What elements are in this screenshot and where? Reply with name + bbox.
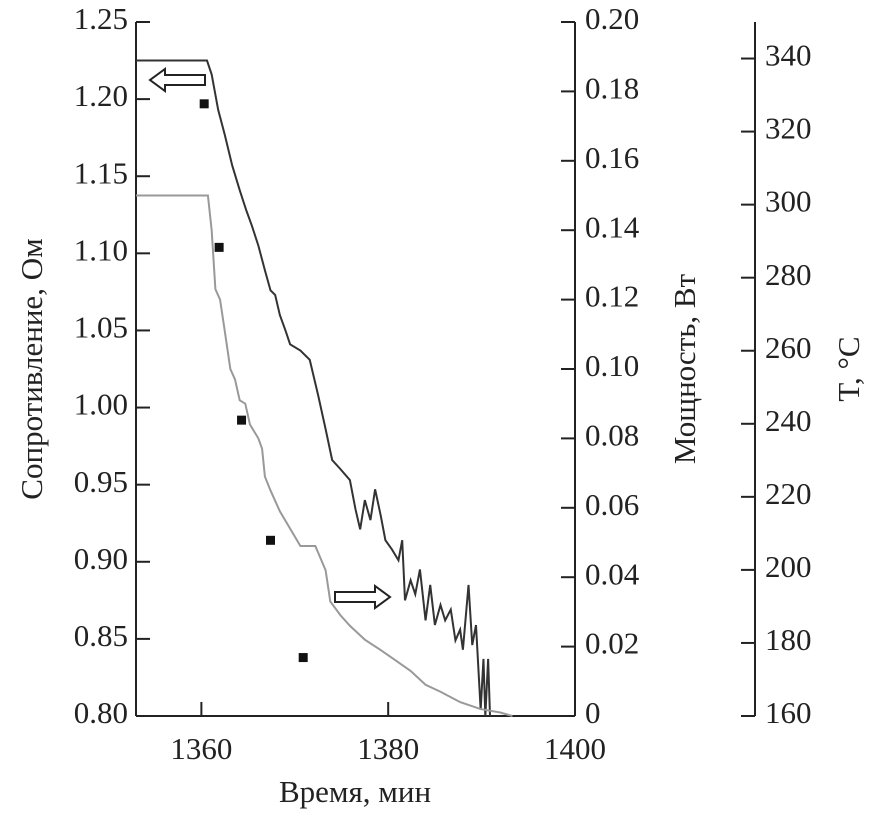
arrow-right <box>334 584 392 610</box>
y-axis-label: Сопротивление, Ом <box>14 238 49 499</box>
data-line <box>136 59 492 717</box>
y2-tick-label: 0.16 <box>585 140 639 175</box>
data-point <box>266 535 276 545</box>
y-tick-label: 1.25 <box>74 1 128 36</box>
y3-tick-label: 220 <box>765 476 812 511</box>
y2-tick-label: 0.18 <box>585 71 639 106</box>
y-tick-label: 0.90 <box>74 541 128 576</box>
y2-tick-label: 0.12 <box>585 279 639 314</box>
y3-tick-label: 200 <box>765 549 812 584</box>
y2-axis-label: Мощность, Вт <box>667 273 702 464</box>
y-tick-label: 0.85 <box>74 618 128 653</box>
y2-tick-label: 0.20 <box>585 1 639 36</box>
y-tick-label: 1.05 <box>74 310 128 345</box>
x-tick-label: 1400 <box>544 731 606 766</box>
data-point <box>298 653 308 663</box>
y-tick-label: 1.15 <box>74 155 128 190</box>
y3-tick-label: 260 <box>765 330 812 365</box>
y3-tick-label: 340 <box>765 38 812 73</box>
y-tick-label: 1.00 <box>74 387 128 422</box>
y3-tick-label: 180 <box>765 622 812 657</box>
y-tick-label: 0.80 <box>74 695 128 730</box>
data-point <box>214 242 224 252</box>
y3-tick-label: 320 <box>765 111 812 146</box>
y2-tick-label: 0 <box>585 695 601 730</box>
y2-tick-label: 0.14 <box>585 209 640 244</box>
y3-tick-label: 160 <box>765 695 812 730</box>
y-tick-label: 0.95 <box>74 464 128 499</box>
y3-tick-label: 280 <box>765 257 812 292</box>
x-tick-label: 1360 <box>170 731 232 766</box>
y-tick-label: 1.10 <box>74 232 128 267</box>
y2-tick-label: 0.08 <box>585 418 639 453</box>
y2-tick-label: 0.04 <box>585 556 640 591</box>
y2-tick-label: 0.06 <box>585 487 639 522</box>
data-point <box>237 415 247 425</box>
data-point <box>199 99 209 109</box>
y3-tick-label: 300 <box>765 184 812 219</box>
x-axis-label: Время, мин <box>279 774 431 809</box>
y2-tick-label: 0.02 <box>585 626 639 661</box>
x-tick-label: 1380 <box>357 731 419 766</box>
arrow-left <box>148 67 206 93</box>
y2-tick-label: 0.10 <box>585 348 639 383</box>
data-line <box>136 194 513 717</box>
y-tick-label: 1.20 <box>74 78 128 113</box>
y3-axis-label: T, °C <box>831 336 866 401</box>
y3-tick-label: 240 <box>765 403 812 438</box>
